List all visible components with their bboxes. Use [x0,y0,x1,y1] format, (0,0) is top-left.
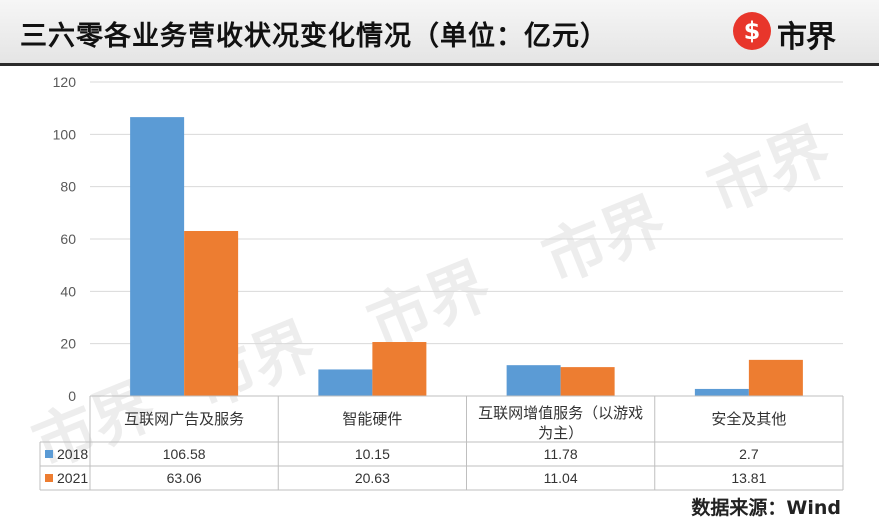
x-category-label: 互联网广告及服务 [124,410,244,428]
data-table-value: 13.81 [731,470,766,486]
x-category-label: 互联网增值服务（以游戏 [478,404,643,422]
legend-key-2021 [45,474,53,482]
y-tick-label: 60 [60,231,76,247]
y-tick-label: 120 [53,74,77,90]
x-category-label: 安全及其他 [711,410,786,428]
header-divider [0,63,879,66]
data-table-value: 20.63 [355,470,390,486]
logo-text: 市界 [777,20,836,55]
data-table-value: 11.78 [544,446,578,462]
legend-label: 2018 [57,446,88,462]
brand-logo: $ 市界 [733,10,853,56]
bar-chart: 0 20 40 60 80 100 120 互联网广告及服务 智能硬件 互联网增值服务（以游戏为主… [39,74,844,491]
x-category-label: 智能硬件 [342,410,402,428]
x-category-label: 为主） [538,424,583,442]
legend-key-2018 [45,450,53,458]
data-table-value: 106.58 [163,446,206,462]
y-tick-label: 100 [53,126,77,142]
bar-2021 [372,342,427,396]
y-tick-label: 0 [68,388,76,404]
bar-2021 [184,230,239,396]
bar-2018 [318,369,373,396]
page-title: 三六零各业务营收状况变化情况（单位：亿元） [20,21,608,52]
data-table-value: 10.15 [355,446,390,462]
y-tick-label: 20 [60,336,76,352]
data-table-value: 2.7 [739,446,759,462]
y-tick-label: 40 [60,283,76,299]
data-table-value: 11.04 [544,470,578,486]
data-table-value: 63.06 [167,470,202,486]
legend-label: 2021 [57,470,88,486]
bar-2021 [748,359,803,396]
bar-2018 [694,388,749,396]
header-bar [0,0,879,64]
bar-2018 [506,365,561,396]
bar-2021 [560,367,615,396]
logo-dollar-icon: $ [733,12,771,50]
bar-2018 [130,117,185,396]
source-note: 数据来源：Wind [691,497,841,519]
y-tick-label: 80 [60,179,76,195]
